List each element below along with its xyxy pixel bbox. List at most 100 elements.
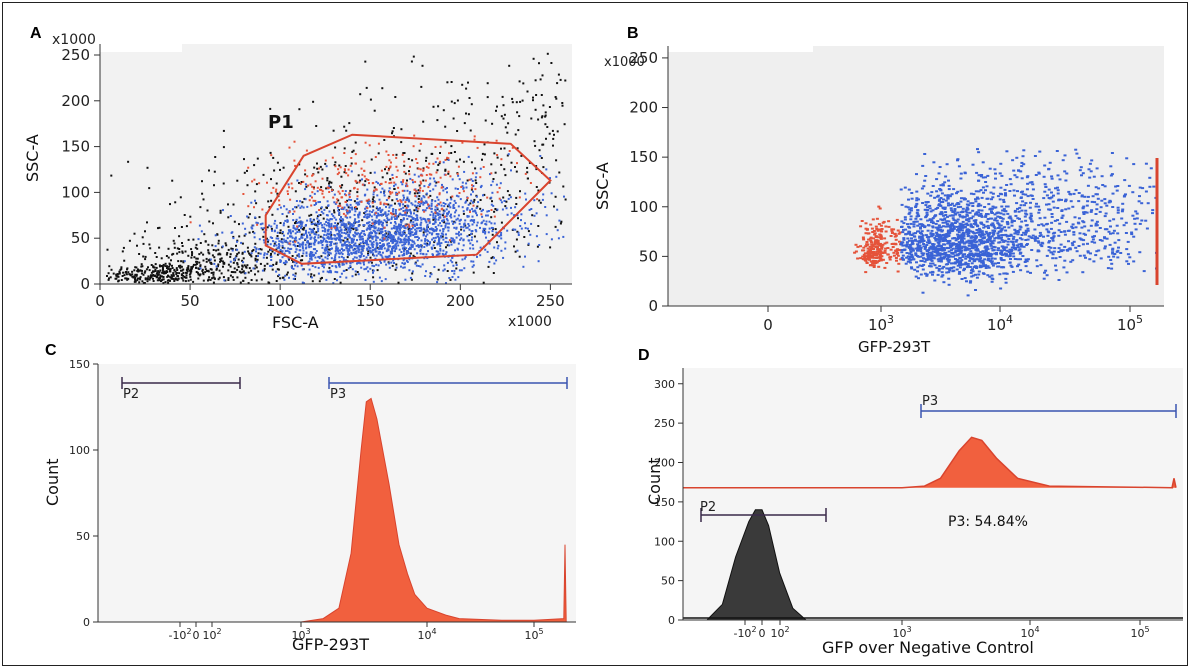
event-point-a bbox=[266, 253, 269, 256]
event-point-a bbox=[436, 196, 439, 199]
event-point-b bbox=[943, 234, 947, 237]
event-point-b bbox=[864, 222, 868, 225]
event-point-a bbox=[435, 171, 438, 174]
event-point-a bbox=[149, 247, 152, 250]
event-point-a bbox=[382, 234, 385, 237]
event-point-a bbox=[486, 82, 489, 85]
event-point-a bbox=[352, 240, 355, 243]
event-point-b bbox=[953, 251, 957, 254]
event-point-a bbox=[560, 220, 563, 223]
event-point-b bbox=[965, 206, 969, 209]
event-point-a bbox=[503, 147, 506, 150]
event-point-b bbox=[866, 247, 870, 250]
event-point-a bbox=[293, 227, 296, 230]
event-point-a bbox=[212, 281, 215, 284]
event-point-b bbox=[949, 230, 953, 233]
event-point-a bbox=[173, 242, 176, 245]
event-point-a bbox=[407, 232, 410, 235]
event-point-b bbox=[874, 241, 878, 244]
event-point-a bbox=[368, 247, 371, 250]
event-point-a bbox=[326, 254, 329, 257]
event-point-a bbox=[301, 268, 304, 271]
event-point-a bbox=[445, 215, 448, 218]
event-point-a bbox=[327, 235, 330, 238]
event-point-a bbox=[330, 233, 333, 236]
event-point-a bbox=[475, 212, 478, 215]
event-point-b bbox=[931, 262, 935, 265]
event-point-a bbox=[364, 211, 367, 214]
event-point-a bbox=[336, 224, 339, 227]
event-point-a bbox=[340, 208, 343, 210]
event-point-b bbox=[909, 209, 913, 212]
event-point-a bbox=[369, 249, 371, 252]
event-point-b bbox=[869, 239, 873, 242]
event-point-a bbox=[381, 176, 384, 179]
event-point-a bbox=[210, 268, 213, 271]
event-point-a bbox=[282, 166, 285, 169]
event-point-a bbox=[420, 182, 423, 185]
y-multiplier-a: x1000 bbox=[52, 32, 96, 48]
event-point-b bbox=[914, 204, 918, 207]
event-point-a bbox=[306, 219, 309, 222]
event-point-b bbox=[915, 261, 918, 264]
event-point-a bbox=[465, 112, 467, 115]
event-point-a bbox=[407, 250, 410, 253]
event-point-a bbox=[391, 249, 394, 252]
event-point-a bbox=[342, 208, 345, 211]
event-point-a bbox=[375, 245, 378, 248]
event-point-a bbox=[468, 228, 471, 231]
event-point-a bbox=[545, 233, 548, 236]
event-point-b bbox=[976, 252, 980, 255]
event-point-b bbox=[880, 255, 884, 258]
event-point-a bbox=[302, 249, 305, 252]
event-point-a bbox=[361, 238, 364, 240]
event-point-a bbox=[393, 224, 396, 227]
event-point-b bbox=[909, 250, 913, 253]
event-point-b bbox=[938, 245, 942, 248]
event-point-a bbox=[156, 271, 159, 274]
event-point-a bbox=[337, 205, 340, 208]
event-point-a bbox=[421, 64, 424, 67]
event-point-b bbox=[918, 236, 922, 239]
event-point-a bbox=[398, 248, 401, 251]
event-point-a bbox=[461, 258, 464, 261]
event-point-b bbox=[1006, 240, 1010, 243]
event-point-a bbox=[121, 250, 124, 253]
event-point-a bbox=[317, 266, 320, 269]
event-point-b bbox=[887, 225, 891, 228]
event-point-b bbox=[977, 243, 981, 246]
event-point-b bbox=[949, 244, 953, 247]
event-point-b bbox=[939, 236, 943, 239]
event-point-a bbox=[334, 222, 337, 225]
event-point-a bbox=[414, 195, 417, 197]
event-point-a bbox=[396, 230, 399, 233]
event-point-a bbox=[333, 209, 335, 212]
event-point-a bbox=[349, 189, 352, 192]
event-point-a bbox=[313, 274, 316, 277]
event-point-b bbox=[1030, 249, 1034, 251]
event-point-a bbox=[108, 265, 111, 268]
event-point-a bbox=[389, 192, 392, 195]
event-point-a bbox=[424, 209, 427, 212]
event-point-a bbox=[411, 240, 414, 243]
event-point-a bbox=[470, 188, 473, 191]
event-point-b bbox=[916, 266, 920, 269]
event-point-a bbox=[518, 80, 521, 83]
event-point-a bbox=[252, 230, 255, 233]
event-point-b bbox=[913, 268, 917, 271]
event-point-a bbox=[342, 224, 345, 226]
event-point-a bbox=[354, 162, 357, 165]
event-point-a bbox=[284, 262, 286, 265]
event-point-a bbox=[376, 269, 379, 272]
event-point-a bbox=[395, 227, 398, 230]
event-point-a bbox=[466, 199, 469, 202]
event-point-a bbox=[334, 254, 337, 257]
event-point-a bbox=[372, 235, 375, 238]
event-point-a bbox=[319, 214, 322, 216]
event-point-a bbox=[453, 215, 456, 218]
event-point-a bbox=[179, 196, 182, 199]
event-point-b bbox=[899, 258, 903, 261]
event-point-a bbox=[414, 218, 417, 220]
event-point-a bbox=[420, 202, 423, 205]
event-point-a bbox=[178, 251, 181, 254]
